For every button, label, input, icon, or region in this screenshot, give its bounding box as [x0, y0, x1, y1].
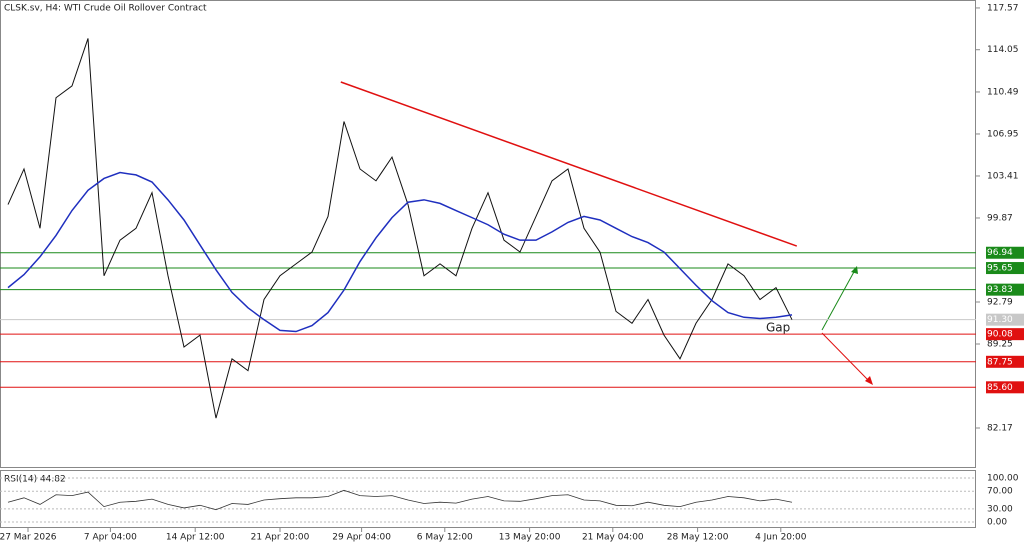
price-line [7, 38, 793, 419]
rsi-tick-label: 0.00 [987, 518, 1007, 528]
level-label: 95.65 [987, 264, 1013, 274]
x-tick-label: 6 May 12:00 [417, 533, 473, 543]
y-tick-label: 117.57 [987, 3, 1019, 13]
trendline [340, 81, 798, 247]
annotation: Gap [766, 321, 790, 335]
level-tag [986, 262, 1024, 275]
level-tag [986, 328, 1024, 341]
level-label: 87.75 [987, 357, 1013, 367]
x-tick-label: 29 Apr 04:00 [332, 533, 391, 543]
level-label: 85.60 [987, 383, 1013, 393]
x-tick-label: 21 May 04:00 [582, 533, 644, 543]
y-tick-label: 99.87 [987, 213, 1013, 223]
y-tick-label: 114.05 [987, 45, 1019, 55]
rsi-tick-label: 100.00 [987, 474, 1019, 484]
level-tag [986, 313, 1024, 326]
level-tag [986, 355, 1024, 368]
y-tick-label: 92.79 [987, 297, 1013, 307]
level-label: 91.30 [987, 315, 1013, 325]
arrow-up [821, 269, 856, 331]
x-tick-label: 27 Mar 2026 [0, 533, 57, 543]
y-tick-label: 82.17 [987, 424, 1013, 434]
x-tick-label: 4 Jun 20:00 [755, 533, 807, 543]
rsi-panel [0, 470, 976, 528]
rsi-label: RSI(14) 44.82 [4, 475, 66, 485]
level-label: 96.94 [987, 248, 1013, 258]
y-tick-label: 103.41 [987, 171, 1019, 181]
arrow-head [865, 376, 873, 385]
y-tick-label: 106.95 [987, 129, 1019, 139]
x-tick-label: 28 May 12:00 [667, 533, 729, 543]
level-label: 90.08 [987, 330, 1013, 340]
rsi-line [7, 489, 793, 511]
x-tick-label: 7 Apr 04:00 [84, 533, 137, 543]
arrow-head [851, 266, 858, 274]
price-panel [0, 0, 976, 468]
level-tag [986, 381, 1024, 394]
level-label: 93.83 [987, 285, 1013, 295]
x-tick-label: 14 Apr 12:00 [166, 533, 225, 543]
chart-title: CLSK.sv, H4: WTI Crude Oil Rollover Cont… [4, 4, 207, 14]
x-tick-label: 13 May 20:00 [499, 533, 561, 543]
rsi-tick-label: 70.00 [987, 487, 1013, 497]
arrow-down [821, 332, 870, 382]
rsi-tick-label: 30.00 [987, 504, 1013, 514]
x-tick-label: 21 Apr 20:00 [251, 533, 310, 543]
price-line [7, 171, 793, 333]
level-tag [986, 283, 1024, 296]
y-tick-label: 89.25 [987, 339, 1013, 349]
level-tag [986, 246, 1024, 259]
y-tick-label: 110.49 [987, 87, 1019, 97]
